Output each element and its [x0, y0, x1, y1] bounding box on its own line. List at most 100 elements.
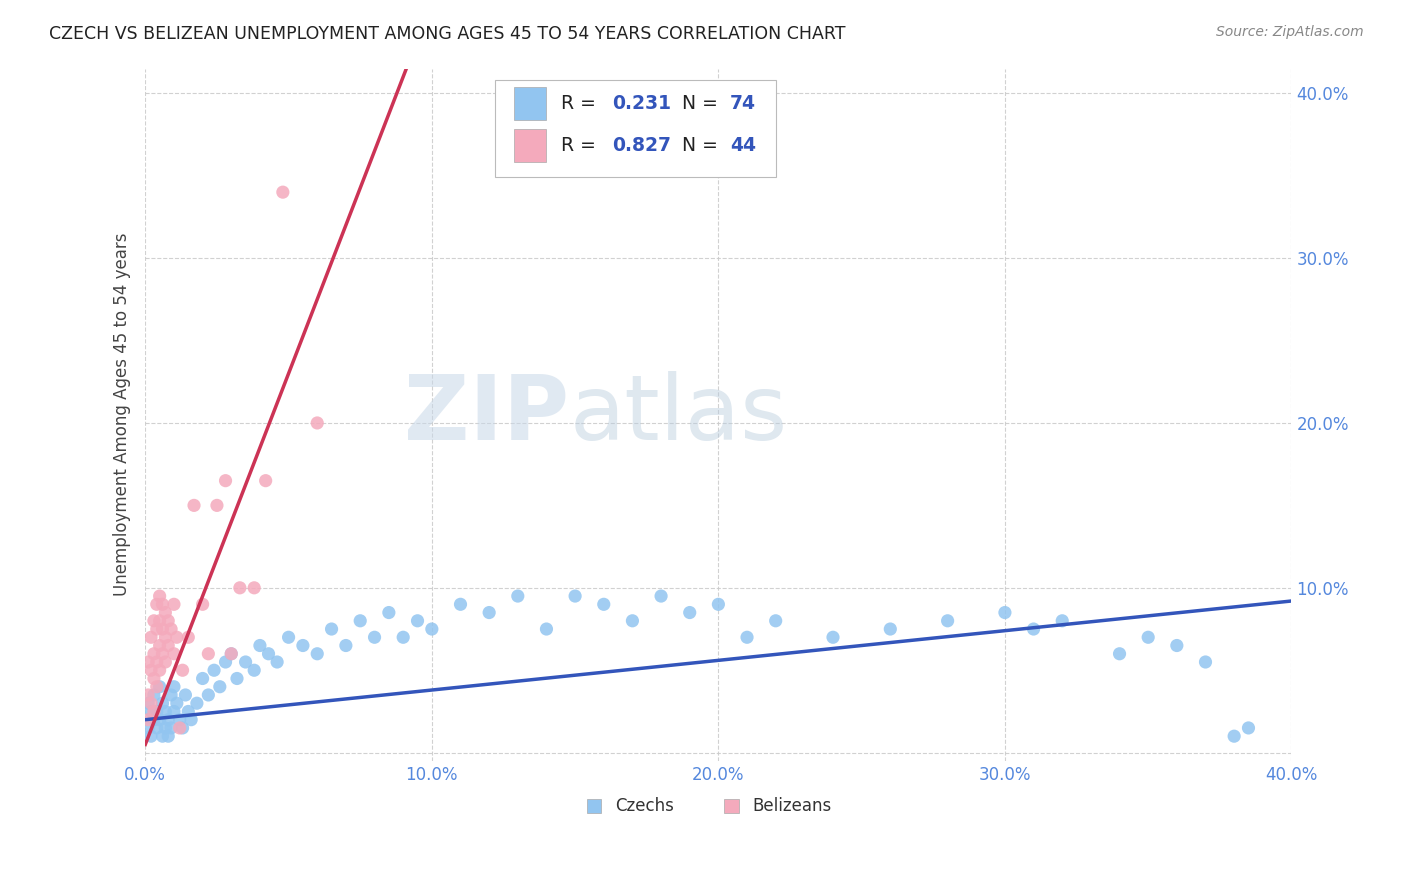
- Point: [155, 655, 177, 669]
- Point: [136, 696, 159, 710]
- Point: [139, 630, 162, 644]
- Point: [271, 185, 294, 199]
- Point: [146, 680, 169, 694]
- Point: [155, 721, 177, 735]
- Point: [172, 721, 194, 735]
- Point: [1237, 721, 1260, 735]
- Point: [160, 721, 183, 735]
- Point: [142, 705, 165, 719]
- Point: [214, 474, 236, 488]
- Point: [277, 630, 299, 644]
- Point: [219, 647, 242, 661]
- Point: [363, 630, 385, 644]
- Point: [149, 614, 172, 628]
- Point: [152, 647, 174, 661]
- Text: CZECH VS BELIZEAN UNEMPLOYMENT AMONG AGES 45 TO 54 YEARS CORRELATION CHART: CZECH VS BELIZEAN UNEMPLOYMENT AMONG AGE…: [49, 25, 846, 43]
- Point: [321, 622, 343, 636]
- Point: [1022, 622, 1045, 636]
- Point: [307, 647, 329, 661]
- Point: [146, 622, 169, 636]
- Text: 74: 74: [730, 94, 756, 112]
- Point: [226, 672, 249, 686]
- Point: [214, 655, 236, 669]
- Point: [1223, 729, 1246, 743]
- FancyBboxPatch shape: [495, 80, 776, 178]
- Point: [146, 721, 169, 735]
- Point: [243, 663, 266, 677]
- Point: [157, 729, 180, 743]
- Point: [257, 647, 280, 661]
- Point: [191, 672, 214, 686]
- Point: [139, 729, 162, 743]
- Point: [335, 639, 357, 653]
- Text: N =: N =: [682, 136, 724, 155]
- Point: [202, 663, 225, 677]
- Point: [136, 688, 159, 702]
- Point: [177, 630, 200, 644]
- Point: [142, 672, 165, 686]
- Point: [621, 614, 644, 628]
- Text: atlas: atlas: [569, 371, 787, 458]
- Point: [420, 622, 443, 636]
- Point: [163, 680, 186, 694]
- Point: [146, 597, 169, 611]
- Point: [136, 713, 159, 727]
- Point: [136, 721, 159, 735]
- Text: R =: R =: [561, 136, 602, 155]
- Point: [169, 713, 191, 727]
- Point: [152, 622, 174, 636]
- Point: [936, 614, 959, 628]
- Point: [142, 614, 165, 628]
- Point: [152, 696, 174, 710]
- Text: Belizeans: Belizeans: [752, 797, 832, 815]
- Point: [205, 499, 228, 513]
- Point: [1194, 655, 1216, 669]
- Y-axis label: Unemployment Among Ages 45 to 54 years: Unemployment Among Ages 45 to 54 years: [114, 233, 131, 597]
- Point: [146, 655, 169, 669]
- Point: [592, 597, 614, 611]
- Point: [1050, 614, 1073, 628]
- Point: [879, 622, 901, 636]
- Point: [142, 713, 165, 727]
- Point: [249, 639, 271, 653]
- Point: [166, 630, 188, 644]
- Point: [157, 713, 180, 727]
- Point: [378, 606, 401, 620]
- Point: [564, 589, 586, 603]
- Text: R =: R =: [561, 94, 602, 112]
- Point: [152, 597, 174, 611]
- Point: [142, 647, 165, 661]
- Point: [506, 589, 529, 603]
- Point: [163, 647, 186, 661]
- Point: [229, 581, 252, 595]
- Point: [139, 696, 162, 710]
- Point: [149, 589, 172, 603]
- Text: 0.231: 0.231: [612, 94, 671, 112]
- Point: [1166, 639, 1188, 653]
- Point: [1108, 647, 1130, 661]
- Point: [160, 688, 183, 702]
- Point: [157, 614, 180, 628]
- Point: [765, 614, 787, 628]
- Point: [406, 614, 429, 628]
- Text: 0.827: 0.827: [612, 136, 671, 155]
- Point: [139, 705, 162, 719]
- Bar: [586, 799, 602, 813]
- Point: [149, 713, 172, 727]
- Point: [139, 663, 162, 677]
- Point: [219, 647, 242, 661]
- Point: [155, 630, 177, 644]
- Text: Source: ZipAtlas.com: Source: ZipAtlas.com: [1216, 25, 1364, 39]
- Point: [235, 655, 257, 669]
- Point: [163, 705, 186, 719]
- Point: [166, 696, 188, 710]
- Point: [149, 663, 172, 677]
- Point: [142, 688, 165, 702]
- Point: [177, 705, 200, 719]
- Point: [163, 597, 186, 611]
- Point: [536, 622, 558, 636]
- Point: [679, 606, 702, 620]
- Point: [349, 614, 371, 628]
- Point: [191, 597, 214, 611]
- Text: ZIP: ZIP: [405, 371, 569, 458]
